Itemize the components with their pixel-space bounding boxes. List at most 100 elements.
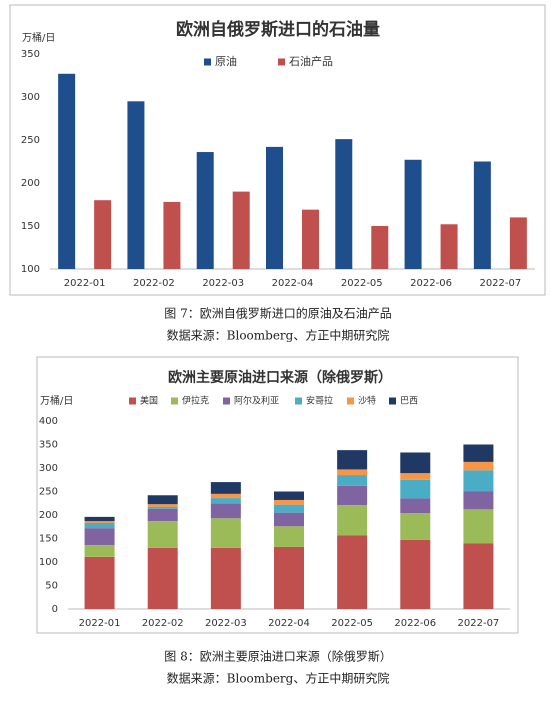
y-tick-label: 300 — [21, 92, 40, 103]
y-tick-label: 400 — [39, 416, 58, 427]
bar-segment — [463, 543, 494, 609]
y-tick-label: 350 — [39, 440, 58, 451]
x-tick-label: 2022-05 — [341, 278, 383, 289]
legend-swatch — [223, 397, 230, 405]
bar — [302, 209, 319, 269]
source-caption: 数据来源：Bloomberg、方正中期研究院 — [167, 671, 390, 686]
bar — [127, 101, 145, 269]
bar-segment — [84, 556, 115, 609]
bar-segment — [463, 491, 494, 510]
bar-segment — [147, 547, 178, 609]
bar — [473, 161, 491, 269]
bar — [440, 224, 458, 269]
bar-segment — [147, 504, 178, 508]
y-tick-label: 100 — [21, 264, 40, 275]
bar-segment — [84, 522, 115, 529]
bar-segment — [274, 546, 304, 609]
bar-segment — [463, 444, 494, 462]
y-axis-label: 万桶/日 — [40, 394, 73, 407]
y-tick-label: 200 — [21, 178, 40, 189]
bar-segment — [274, 512, 304, 527]
x-tick-label: 2022-05 — [331, 618, 373, 629]
bar-segment — [84, 545, 115, 557]
bar-segment — [400, 498, 431, 514]
y-tick-label: 200 — [39, 510, 58, 521]
bar-segment — [337, 505, 368, 536]
bar-segment — [337, 469, 368, 476]
bar-segment — [210, 503, 241, 519]
bar-segment — [274, 491, 304, 500]
legend-swatch — [171, 397, 178, 405]
legend-label: 伊拉克 — [182, 395, 209, 407]
bar-segment — [84, 528, 115, 546]
legend-swatch — [129, 397, 136, 405]
legend-label: 原油 — [215, 54, 237, 68]
x-tick-label: 2022-04 — [272, 278, 314, 289]
bar-segment — [84, 521, 115, 523]
bar-segment — [463, 509, 494, 544]
figure-caption: 图 8：欧洲主要原油进口来源（除俄罗斯） — [164, 649, 391, 664]
legend-label: 巴西 — [400, 396, 418, 407]
legend-label: 美国 — [140, 395, 158, 407]
bar — [94, 200, 112, 269]
bar-segment — [210, 498, 241, 504]
bar-segment — [210, 482, 241, 494]
legend-swatch — [278, 58, 285, 66]
bar-segment — [274, 526, 304, 547]
bar-segment — [400, 473, 431, 480]
legend-label: 阿尔及利亚 — [234, 395, 279, 407]
y-tick-label: 350 — [21, 49, 40, 60]
y-tick-label: 50 — [45, 581, 58, 592]
bar-segment — [274, 499, 304, 505]
bar-segment — [400, 452, 431, 474]
bar-segment — [274, 504, 304, 513]
legend-swatch — [295, 397, 302, 405]
legend-swatch — [204, 58, 211, 66]
x-tick-label: 2022-03 — [205, 618, 247, 629]
x-tick-label: 2022-06 — [394, 618, 436, 629]
bar-segment — [337, 475, 368, 486]
bar — [232, 191, 250, 269]
source-caption: 数据来源：Bloomberg、方正中期研究院 — [167, 328, 390, 343]
y-axis-label: 万桶/日 — [22, 31, 55, 44]
bar-segment — [337, 535, 368, 609]
x-tick-label: 2022-06 — [410, 278, 452, 289]
x-tick-label: 2022-07 — [479, 278, 521, 289]
figure-caption: 图 7：欧洲自俄罗斯进口的原油及石油产品 — [164, 306, 391, 321]
y-tick-label: 250 — [39, 487, 58, 498]
chart-title: 欧洲自俄罗斯进口的石油量 — [176, 19, 380, 40]
y-tick-label: 150 — [21, 221, 40, 232]
bar-segment — [337, 485, 368, 506]
bar-segment — [210, 518, 241, 548]
bar-segment — [210, 547, 241, 609]
bar-segment — [147, 508, 178, 522]
bar — [335, 139, 353, 269]
legend-label: 沙特 — [358, 395, 376, 407]
bar — [371, 226, 389, 269]
bar-segment — [400, 479, 431, 499]
legend-label: 安哥拉 — [306, 395, 333, 407]
y-tick-label: 300 — [39, 463, 58, 474]
x-tick-label: 2022-02 — [133, 278, 175, 289]
bar-segment — [337, 450, 368, 470]
bar-segment — [147, 495, 178, 505]
legend-swatch — [389, 397, 396, 405]
bar-segment — [147, 507, 178, 509]
bar-segment — [463, 461, 494, 471]
chart-title: 欧洲主要原油进口来源（除俄罗斯） — [168, 369, 392, 386]
bar-segment — [463, 470, 494, 492]
x-tick-label: 2022-07 — [458, 618, 500, 629]
y-tick-label: 150 — [39, 534, 58, 545]
bar-segment — [210, 493, 241, 499]
bar — [509, 217, 527, 269]
bar-segment — [84, 516, 115, 522]
y-tick-label: 0 — [52, 604, 58, 615]
x-tick-label: 2022-01 — [64, 278, 106, 289]
bar — [404, 159, 422, 269]
y-tick-label: 100 — [39, 557, 58, 568]
x-tick-label: 2022-04 — [268, 618, 310, 629]
bar — [196, 152, 214, 269]
x-tick-label: 2022-01 — [79, 618, 121, 629]
